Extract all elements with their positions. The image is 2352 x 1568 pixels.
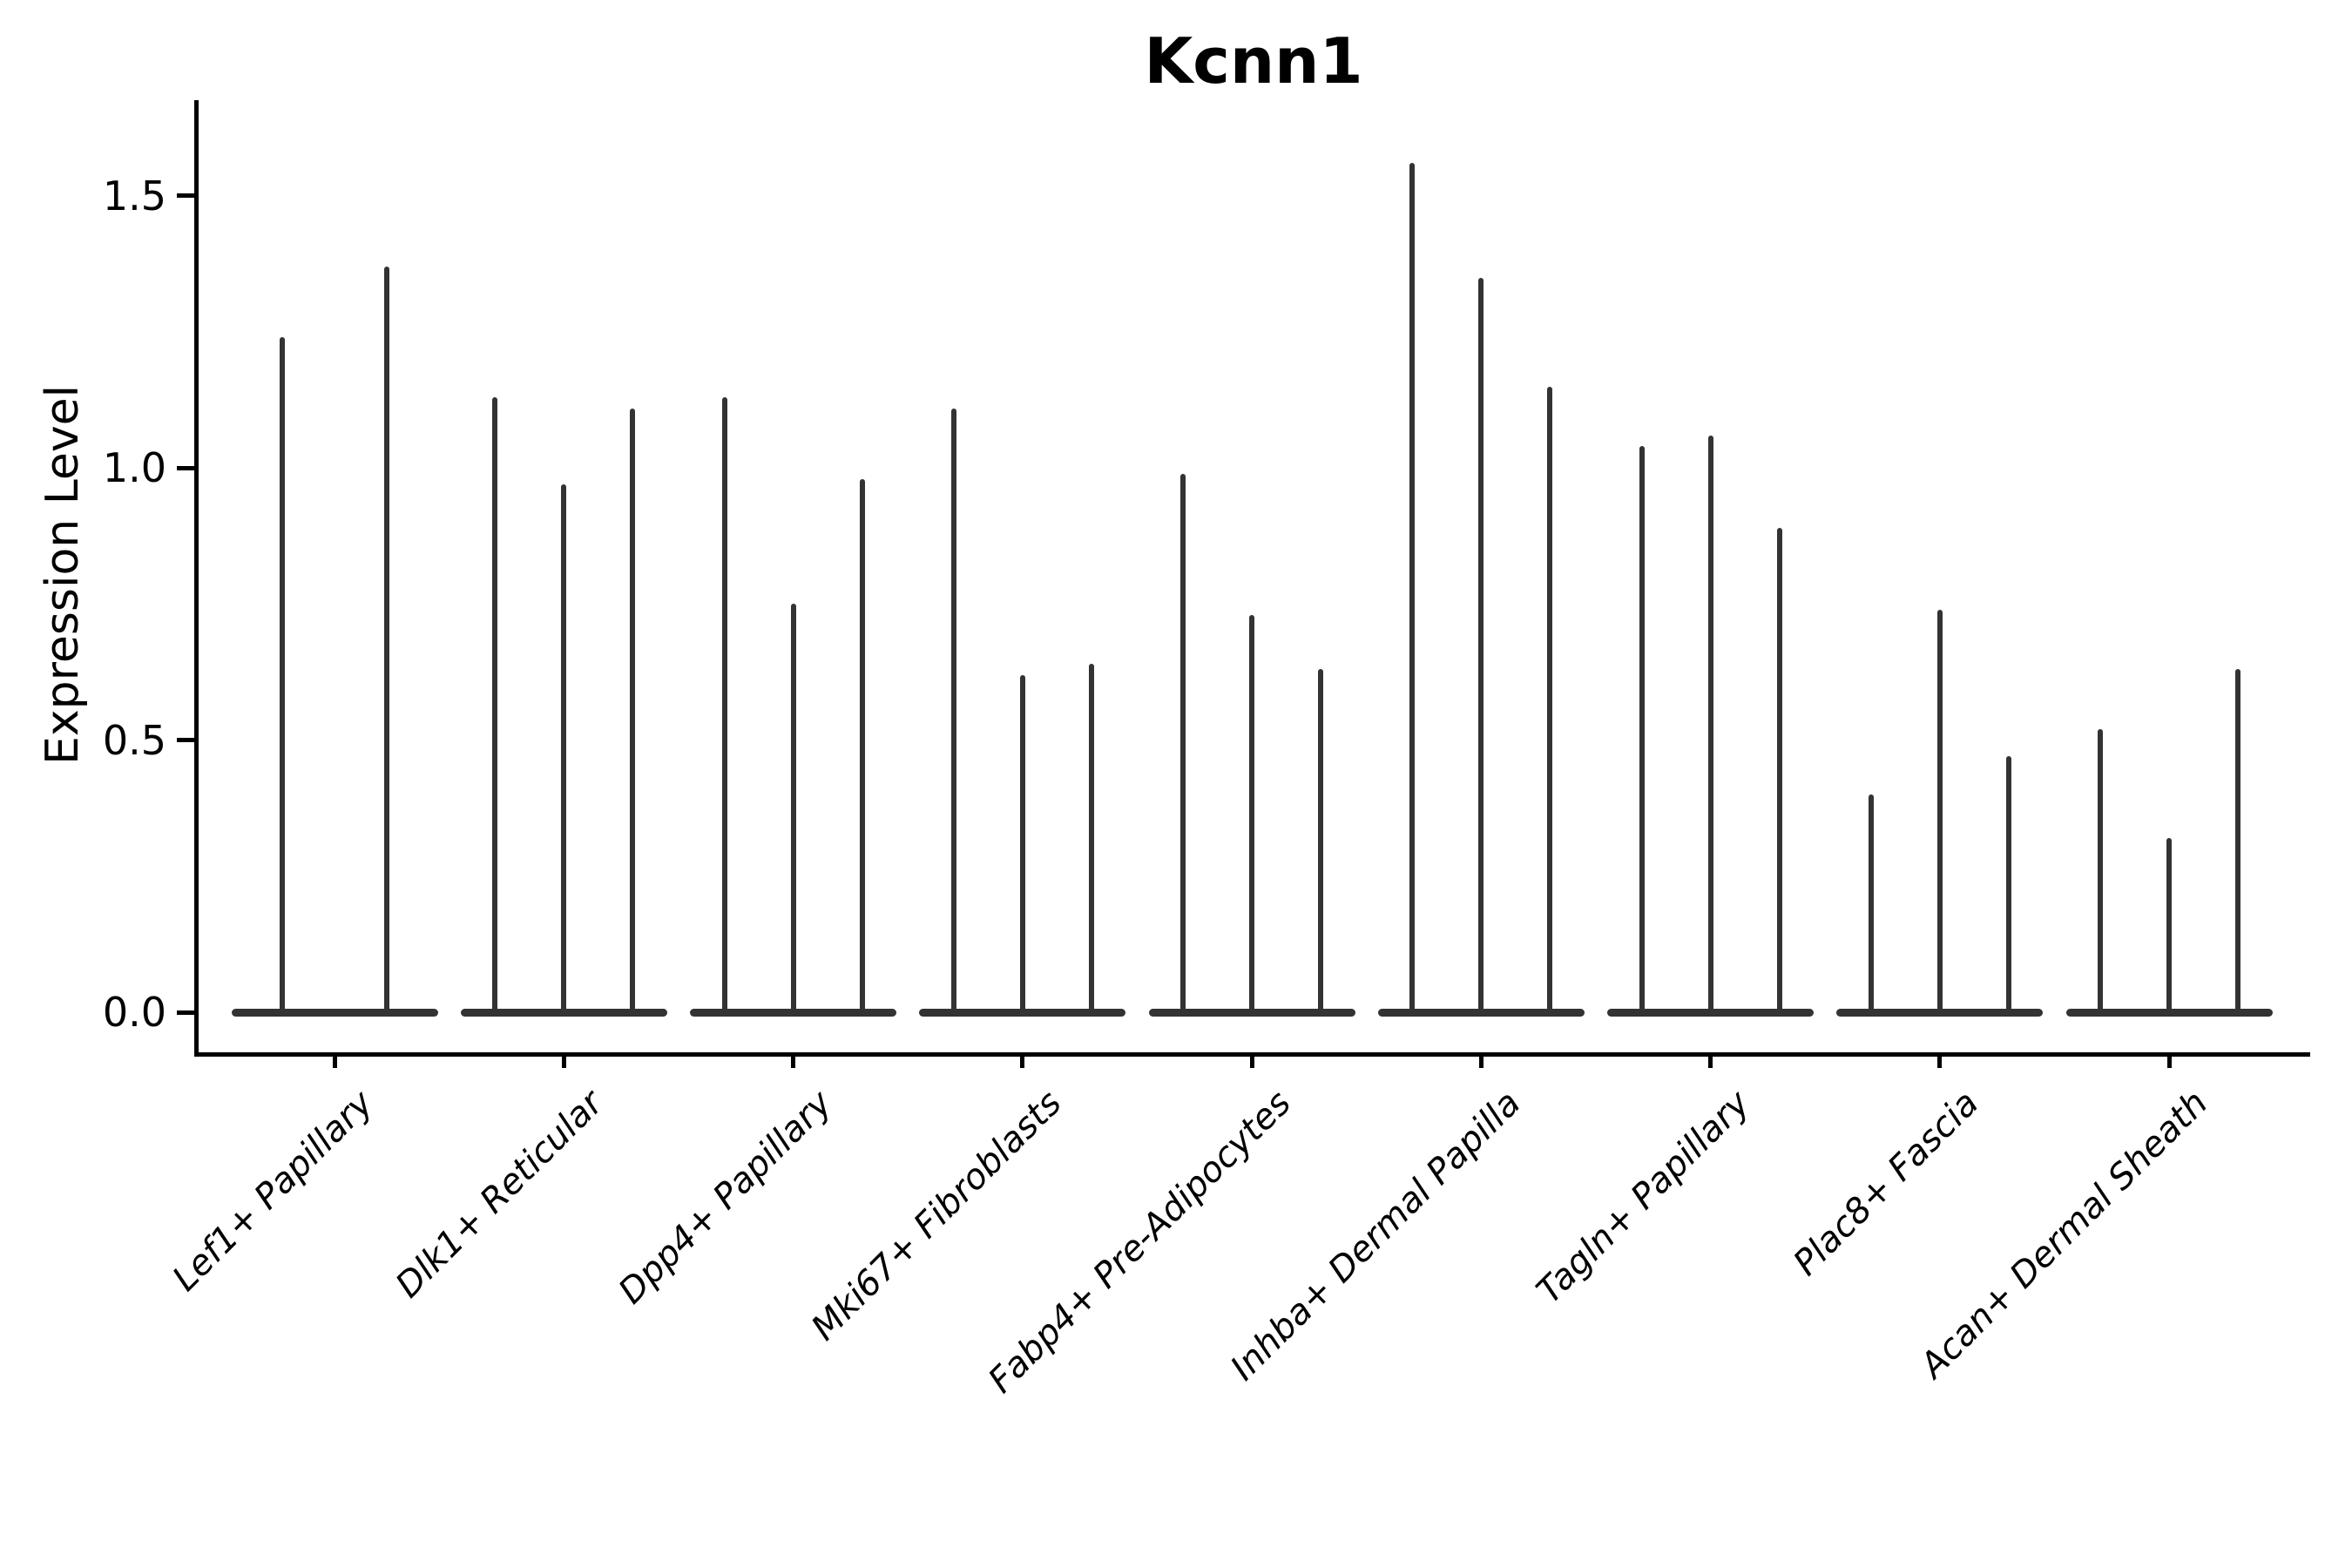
- violin-base: [460, 1008, 667, 1017]
- y-tick-label: 0.5: [102, 716, 166, 764]
- violin-spike: [1409, 163, 1416, 1012]
- violin-spike: [1639, 446, 1645, 1012]
- violin-spike: [630, 408, 636, 1012]
- violin-spike: [384, 267, 389, 1012]
- x-tick-mark: [1708, 1052, 1713, 1068]
- y-tick-label: 1.5: [102, 172, 166, 220]
- violin-spike: [1707, 435, 1713, 1012]
- y-axis-label: Expression Level: [37, 384, 89, 766]
- x-tick-mark: [1937, 1052, 1943, 1068]
- violin-base: [1836, 1008, 2044, 1017]
- violin-spike: [561, 484, 567, 1012]
- plot-title: Kcnn1: [1144, 24, 1363, 98]
- y-tick-mark: [177, 193, 194, 199]
- violin-spike: [1249, 614, 1254, 1012]
- violin-base: [690, 1008, 896, 1017]
- violin-spike: [859, 478, 865, 1012]
- y-tick-label: 0.0: [102, 989, 166, 1036]
- violin-spike: [950, 408, 956, 1012]
- x-tick-mark: [1249, 1052, 1254, 1068]
- x-tick-label: Dpp4+ Papillary: [611, 1083, 841, 1312]
- x-tick-mark: [332, 1052, 337, 1068]
- violin-spike: [1180, 473, 1186, 1012]
- violin-spike: [1019, 674, 1025, 1012]
- violin-spike: [1868, 794, 1874, 1012]
- x-tick-label: Dlk1+ Reticular: [388, 1083, 612, 1306]
- violin-base: [1148, 1008, 1355, 1017]
- violin-spike: [2005, 756, 2011, 1012]
- violin-spike: [721, 397, 727, 1012]
- violin-spike: [1088, 664, 1094, 1012]
- x-tick-label: Plac8+ Fascia: [1786, 1083, 1987, 1284]
- violin-base: [2065, 1008, 2273, 1017]
- y-tick-label: 1.0: [102, 444, 166, 492]
- x-tick-label: Mki67+ Fibroblasts: [803, 1083, 1070, 1348]
- violin-base: [1377, 1008, 1585, 1017]
- violin-spike: [2235, 669, 2240, 1012]
- violin-spike: [2166, 838, 2172, 1012]
- violin-spike: [1776, 528, 1782, 1012]
- violin-spike: [1318, 669, 1323, 1012]
- violin-spike: [280, 337, 285, 1012]
- violin-base: [919, 1008, 1126, 1017]
- x-tick-mark: [1020, 1052, 1025, 1068]
- violin-spike: [1478, 277, 1484, 1012]
- y-tick-mark: [177, 465, 194, 470]
- x-tick-mark: [1478, 1052, 1484, 1068]
- y-tick-mark: [177, 738, 194, 743]
- violin-spike: [492, 397, 498, 1012]
- violin-spike: [1936, 609, 1943, 1012]
- y-tick-mark: [177, 1010, 194, 1015]
- x-tick-label: Lef1+ Papillary: [165, 1083, 382, 1300]
- violin-spike: [2098, 729, 2103, 1012]
- violin-base: [231, 1008, 438, 1017]
- y-axis-spine: [194, 100, 199, 1057]
- violin-base: [1607, 1008, 1814, 1017]
- violin-spike: [790, 604, 796, 1012]
- x-tick-mark: [2166, 1052, 2172, 1068]
- x-tick-mark: [791, 1052, 795, 1068]
- x-tick-label: Tagln+ Papillary: [1529, 1083, 1758, 1312]
- violin-spike: [1547, 386, 1553, 1012]
- x-tick-mark: [561, 1052, 566, 1068]
